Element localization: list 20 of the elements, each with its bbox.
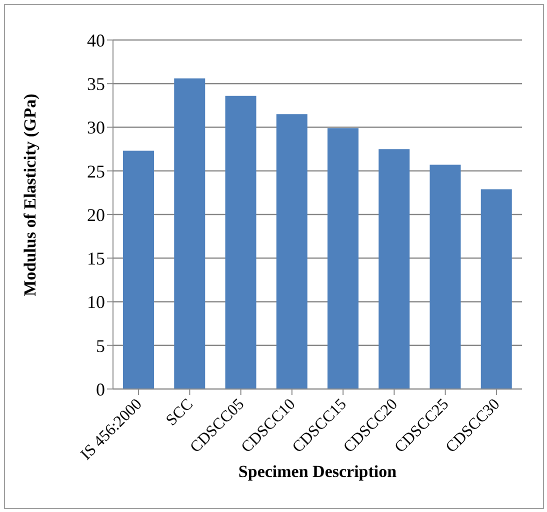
bar	[174, 78, 206, 389]
bar	[430, 164, 461, 389]
y-tick-label: 25	[87, 161, 105, 182]
y-tick-label: 35	[87, 74, 105, 94]
bar	[328, 128, 358, 389]
x-axis-title: Specimen Description	[238, 462, 398, 481]
y-tick-label: 15	[87, 248, 105, 269]
bar	[123, 150, 154, 389]
y-tick-label: 40	[87, 30, 105, 50]
y-tick-label: 30	[87, 118, 105, 138]
y-tick-label: 20	[87, 204, 105, 225]
bar	[276, 114, 308, 389]
y-axis-title: Modulus of Elasticity (GPa)	[20, 93, 40, 296]
y-tick-label: 0	[96, 379, 105, 400]
y-tick-label: 10	[87, 292, 105, 312]
bar	[480, 189, 512, 389]
bar	[378, 149, 410, 389]
y-tick-label: 5	[96, 336, 105, 356]
bar	[225, 96, 256, 389]
x-tick-label: SCC	[163, 396, 197, 430]
